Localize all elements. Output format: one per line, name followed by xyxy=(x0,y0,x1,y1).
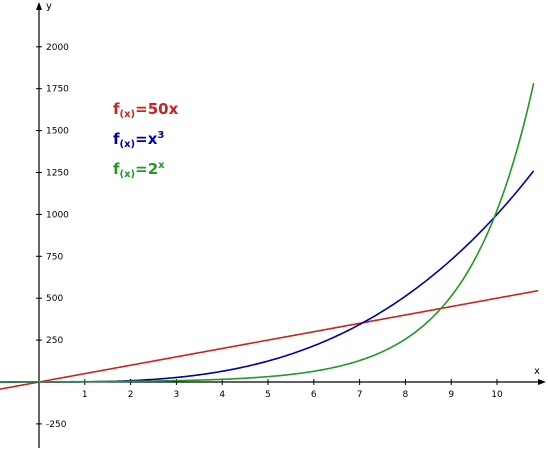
ticks: 1 2 3 4 5 6 7 8 9 10 2000 1750 1500 1250 1000 750 500 250… xyxy=(36,43,503,430)
legend-entry-2: f(x)=x3 xyxy=(113,130,164,150)
legend-expression: =x xyxy=(135,130,158,148)
legend-entry-3: f(x)=2x xyxy=(113,160,165,180)
y-tick-label: 1000 xyxy=(46,210,69,220)
y-tick-label: 250 xyxy=(46,336,63,346)
x-tick-label: 6 xyxy=(311,390,317,400)
y-tick-label: 500 xyxy=(46,294,63,304)
x-axis-label: x xyxy=(534,366,540,377)
curves xyxy=(0,83,539,390)
series-line-1 xyxy=(0,289,539,390)
y-tick-label: 1750 xyxy=(46,85,69,95)
x-tick-label: 5 xyxy=(265,390,271,400)
legend-subscript: (x) xyxy=(119,169,136,180)
y-tick-label: 2000 xyxy=(46,43,69,53)
y-tick-label: 750 xyxy=(46,252,63,262)
x-tick-label: 4 xyxy=(219,390,225,400)
x-tick-label: 7 xyxy=(357,390,363,400)
legend-expression: =2 xyxy=(135,160,159,178)
x-tick-label: 9 xyxy=(448,390,454,400)
legend-function-name: f(x) xyxy=(113,100,136,120)
y-tick-label: 1500 xyxy=(46,127,69,137)
legend-superscript: x xyxy=(158,160,165,171)
legend-entry-1: f(x)=50x xyxy=(113,100,178,120)
legend-subscript: (x) xyxy=(119,139,136,150)
x-tick-label: 2 xyxy=(128,390,134,400)
legend-function-name: f(x) xyxy=(113,160,136,180)
legend-expression: =50x xyxy=(135,100,179,118)
series-line-2 xyxy=(0,170,535,383)
y-axis-arrow xyxy=(36,2,42,10)
y-tick-label: -250 xyxy=(46,420,67,430)
x-tick-label: 1 xyxy=(82,390,88,400)
x-tick-label: 10 xyxy=(491,390,503,400)
x-tick-label: 8 xyxy=(403,390,409,400)
x-tick-label: 3 xyxy=(174,390,180,400)
series-line-3 xyxy=(0,83,535,383)
y-axis-label: y xyxy=(46,1,52,12)
x-axis-arrow xyxy=(538,379,546,385)
legend-superscript: 3 xyxy=(157,130,165,141)
y-tick-label: 1250 xyxy=(46,169,69,179)
legend-function-name: f(x) xyxy=(113,130,136,150)
legend-subscript: (x) xyxy=(119,109,136,120)
